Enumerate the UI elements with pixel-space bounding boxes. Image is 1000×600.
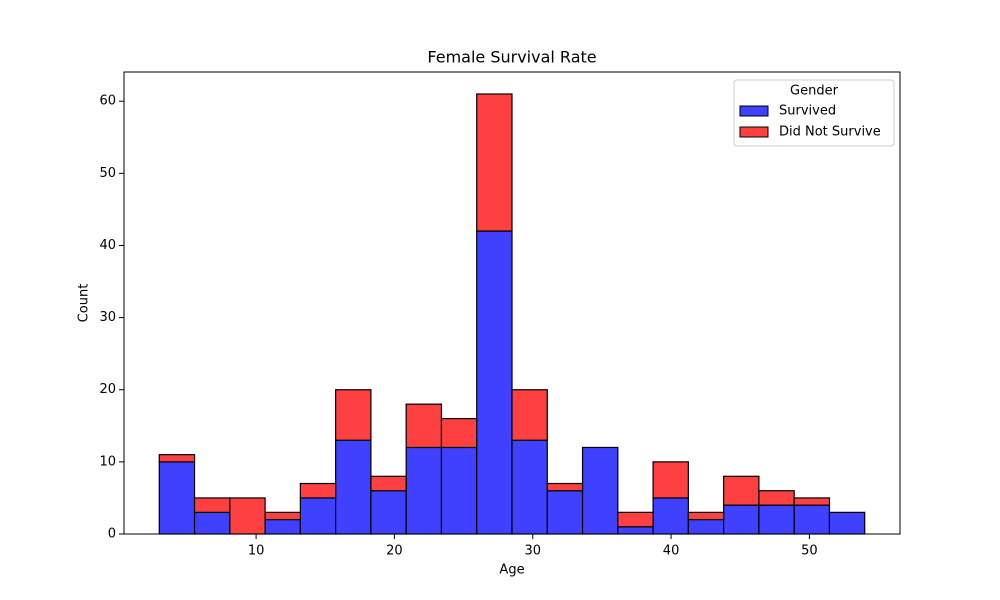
y-axis-label: Count [77, 284, 92, 323]
y-tick-label: 60 [99, 94, 116, 109]
bar [335, 389, 372, 441]
bar [723, 475, 760, 506]
bar [758, 490, 795, 506]
bar [476, 93, 513, 232]
bar [617, 526, 654, 535]
y-tick-label: 40 [99, 238, 116, 253]
x-tick-label: 30 [524, 544, 541, 559]
bar [546, 490, 584, 535]
bar [370, 490, 407, 535]
legend-swatch [739, 105, 769, 117]
legend-title: Gender [790, 84, 839, 99]
plot-frame [123, 71, 901, 535]
bar [440, 417, 478, 449]
bar [652, 497, 689, 535]
bar [793, 497, 831, 506]
bar [793, 504, 831, 535]
bar [193, 511, 231, 535]
x-axis-label: Age [499, 563, 524, 578]
bar [193, 497, 231, 513]
legend-label: Survived [779, 104, 836, 119]
bar [158, 461, 196, 535]
bar [264, 511, 301, 521]
bar [652, 461, 689, 499]
bar [546, 482, 584, 492]
y-tick-label: 50 [99, 166, 116, 181]
bar [687, 511, 725, 521]
bar [476, 230, 513, 535]
bar [617, 511, 654, 528]
bar [828, 511, 866, 535]
x-tick-label: 10 [248, 544, 265, 559]
bar [299, 497, 337, 535]
x-tick-label: 40 [663, 544, 680, 559]
bar [264, 518, 301, 535]
y-tick-label: 20 [99, 382, 116, 397]
x-tick-label: 20 [386, 544, 403, 559]
legend-swatch [739, 126, 769, 138]
bar [687, 518, 725, 535]
bar [581, 446, 619, 535]
bar [723, 504, 760, 535]
bar [405, 446, 443, 535]
bar [511, 439, 548, 535]
legend-box [733, 79, 895, 147]
bar [370, 475, 407, 492]
y-tick-label: 0 [108, 527, 116, 542]
y-tick-label: 30 [99, 310, 116, 325]
bar [335, 439, 372, 535]
bar [158, 454, 196, 463]
legend-label: Did Not Survive [779, 125, 881, 140]
bar [758, 504, 795, 535]
bar [440, 446, 478, 535]
bar [229, 497, 266, 535]
x-tick-label: 50 [801, 544, 818, 559]
bar [299, 482, 337, 499]
bar [511, 389, 548, 441]
chart-title: Female Survival Rate [427, 48, 596, 67]
bar [405, 403, 443, 449]
y-tick-label: 10 [99, 454, 116, 469]
